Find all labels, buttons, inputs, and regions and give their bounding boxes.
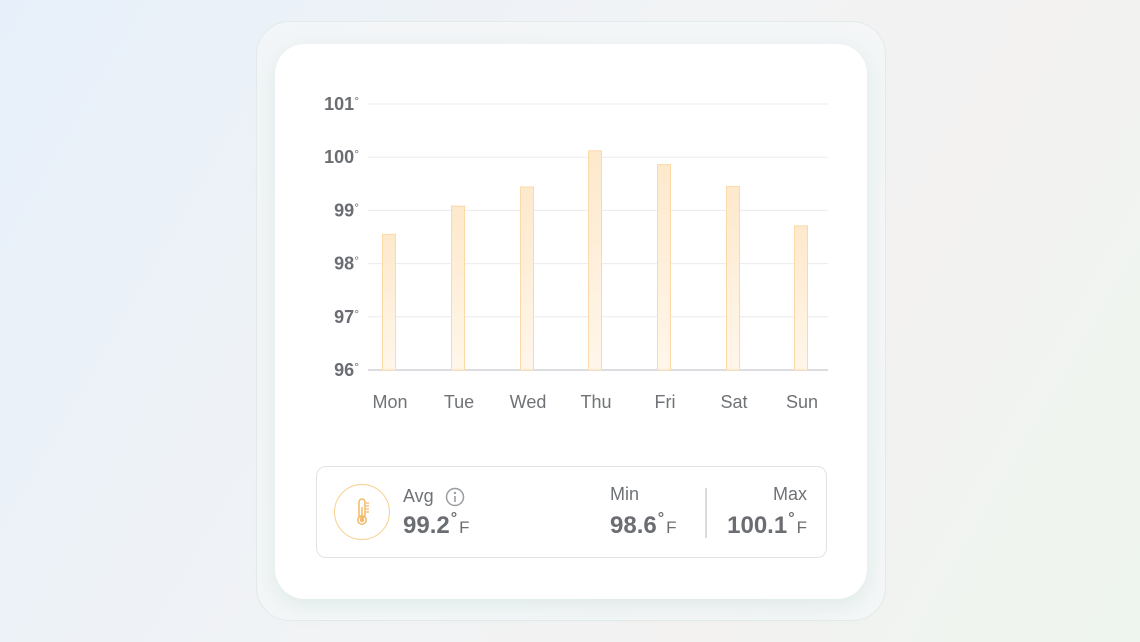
min-degree: ° — [657, 510, 665, 527]
bar-thu[interactable] — [588, 150, 602, 371]
y-tick-label: 99° — [334, 200, 359, 220]
bar-sun[interactable] — [794, 225, 808, 371]
min-value: 98.6° F — [610, 510, 677, 540]
y-tick-label: 101° — [324, 94, 359, 114]
x-tick-label: Fri — [655, 392, 676, 412]
avg-number: 99.2 — [403, 512, 450, 539]
y-tick-label: 98° — [334, 254, 359, 274]
temperature-card: 101° 100° 99° 98° 97° 96° Mon Tue Wed Thu Fri Sat Su… — [275, 44, 867, 599]
bar-wed[interactable] — [520, 186, 534, 371]
stats-summary: Avg 99.2° F Min 98.6° F Max 100.1° F — [316, 466, 827, 558]
bar-tue[interactable] — [451, 205, 465, 371]
max-unit: F — [796, 518, 807, 537]
max-number: 100.1 — [727, 512, 788, 539]
y-tick-label: 96° — [334, 360, 359, 380]
x-tick-label: Sun — [786, 392, 818, 412]
avg-unit: F — [459, 518, 470, 537]
x-tick-label: Thu — [580, 392, 611, 412]
stats-divider — [705, 488, 707, 538]
avg-label: Avg — [403, 486, 434, 506]
max-label: Max — [772, 484, 807, 504]
x-tick-label: Sat — [720, 392, 747, 412]
max-value: 100.1° F — [727, 510, 807, 540]
weekly-temperature-chart: 101° 100° 99° 98° 97° 96° Mon Tue Wed Thu Fri Sat Su… — [324, 94, 828, 412]
x-tick-label: Mon — [372, 392, 407, 412]
thermometer-badge — [334, 484, 390, 540]
x-tick-label: Tue — [444, 392, 474, 412]
info-icon[interactable] — [445, 487, 465, 507]
min-number: 98.6 — [610, 512, 657, 539]
y-tick-label: 97° — [334, 307, 359, 327]
min-label: Min — [610, 484, 640, 504]
bar-sat[interactable] — [726, 185, 740, 371]
thermometer-icon — [357, 498, 369, 525]
avg-value: 99.2° F — [403, 510, 470, 540]
max-degree: ° — [788, 510, 795, 527]
bar-fri[interactable] — [657, 164, 671, 371]
bar-mon[interactable] — [382, 233, 396, 371]
min-unit: F — [666, 518, 677, 537]
avg-degree: ° — [450, 510, 458, 527]
y-tick-label: 100° — [324, 147, 359, 167]
x-tick-label: Wed — [510, 392, 547, 412]
